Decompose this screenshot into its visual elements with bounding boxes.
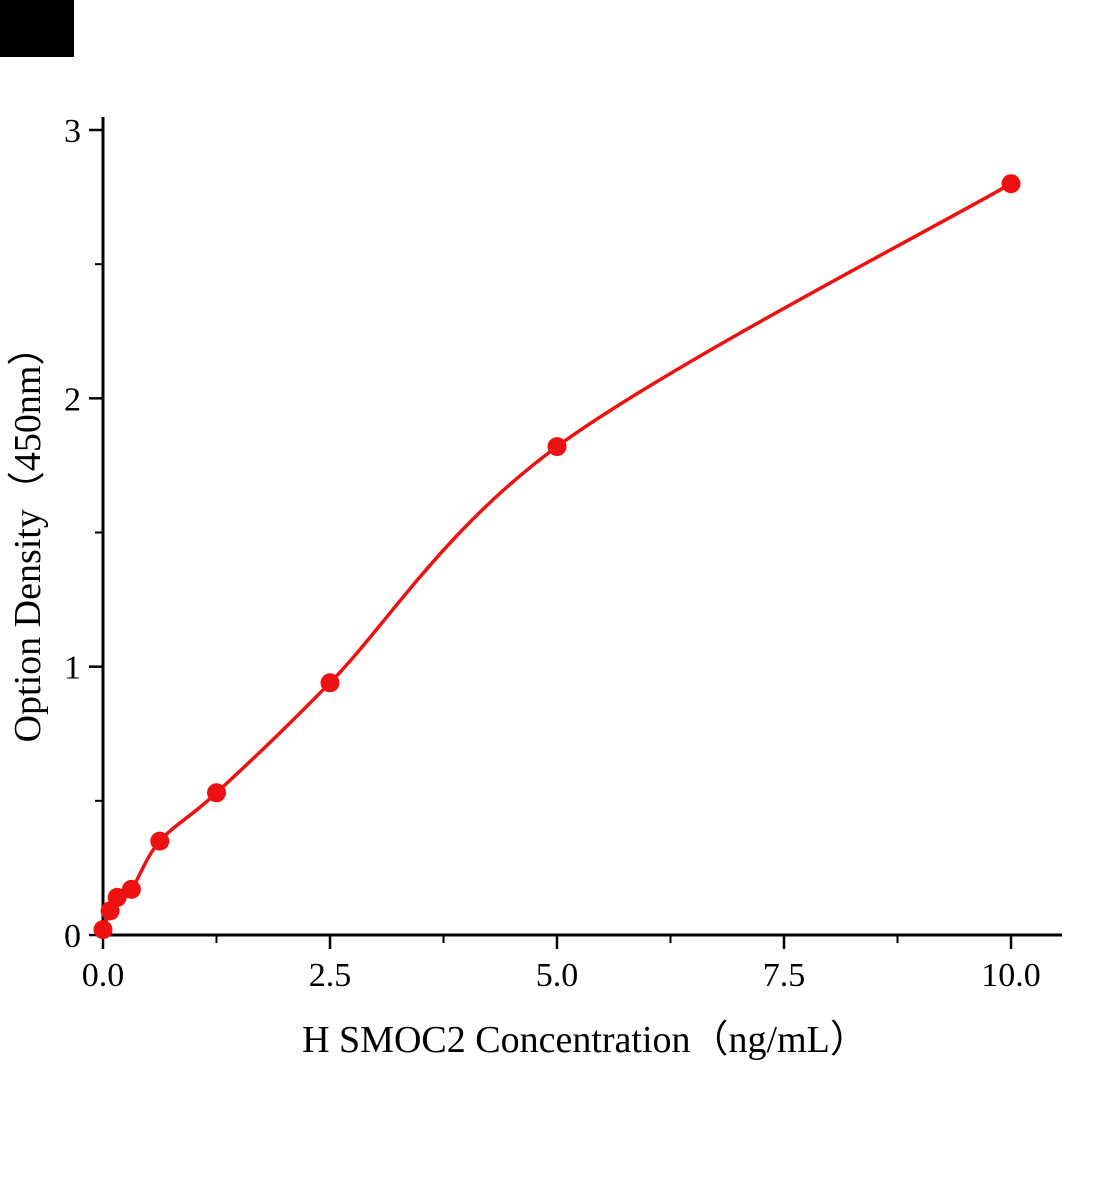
x-tick-label: 5.0 (536, 957, 579, 994)
top-left-black-patch (0, 0, 74, 57)
y-tick-label: 1 (64, 650, 81, 687)
data-point (93, 920, 113, 940)
axes (101, 117, 1062, 937)
data-point (547, 437, 567, 457)
data-point (150, 831, 170, 851)
x-tick-label: 7.5 (763, 957, 806, 994)
y-tick-label: 2 (64, 381, 81, 418)
data-points (93, 174, 1021, 940)
data-point (207, 783, 226, 803)
y-tick-label: 0 (64, 918, 81, 955)
data-point (107, 887, 127, 907)
x-tick-label: 0.0 (82, 957, 125, 994)
x-tick-label: 10.0 (981, 957, 1041, 994)
y-axis-label: Option Density（450nm） (7, 328, 49, 743)
tick-labels: 0.0 2.5 5.0 7.5 10.0 0 1 2 3 (64, 113, 1041, 994)
data-point (121, 879, 141, 899)
x-tick-label: 2.5 (309, 957, 352, 994)
data-point (320, 673, 340, 693)
y-tick-label: 3 (64, 113, 81, 150)
data-point (1001, 174, 1021, 194)
x-axis-label: H SMOC2 Concentration（ng/mL） (302, 1019, 868, 1061)
